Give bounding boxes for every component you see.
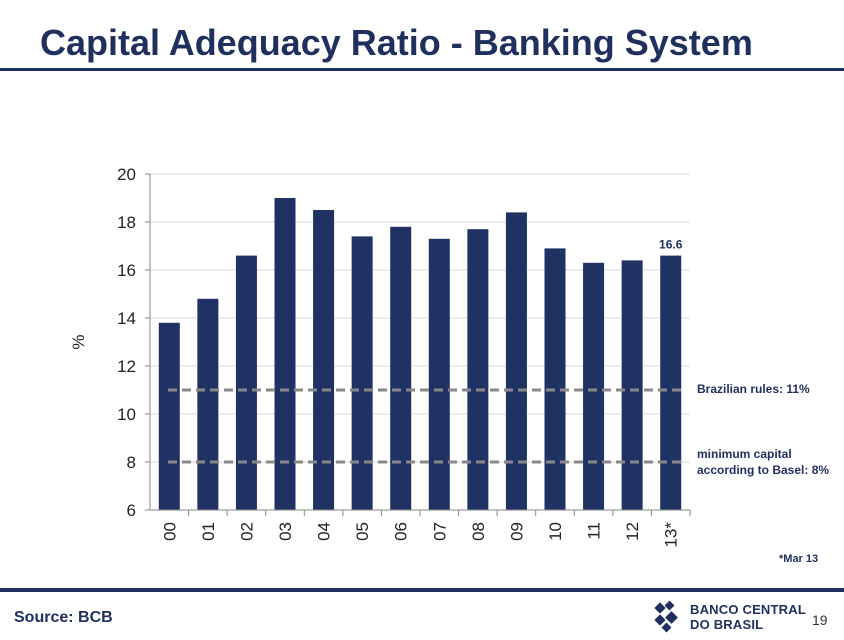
logo-line-2: DO BRASIL: [690, 617, 764, 632]
grid-lines: [150, 173, 690, 463]
x-tick-label-12: 12: [623, 522, 642, 541]
bar-10: [544, 248, 566, 510]
page-title: Capital Adequacy Ratio - Banking System: [40, 22, 753, 63]
y-tick-label-10: 10: [117, 405, 136, 424]
annotation-basel-minimum: minimum capital according to Basel: 8%: [697, 447, 830, 477]
data-label-13star: 16.6: [659, 238, 683, 252]
x-tick-label-03: 03: [276, 522, 295, 541]
bar-11: [583, 262, 605, 510]
y-tick-label-8: 8: [127, 453, 136, 472]
x-tick-label-07: 07: [430, 522, 449, 541]
logo-line-1: BANCO CENTRAL: [690, 602, 806, 617]
x-tick-label-09: 09: [507, 522, 526, 541]
x-tick-label-06: 06: [392, 522, 411, 541]
x-tick-label-00: 00: [160, 522, 179, 541]
bcb-logo: BANCO CENTRAL DO BRASIL: [652, 600, 806, 634]
y-tick-label-20: 20: [117, 165, 136, 184]
footer-divider: [0, 588, 844, 592]
footnote: *Mar 13: [779, 553, 819, 565]
y-tick-label-12: 12: [117, 357, 136, 376]
bars: [158, 198, 682, 511]
y-tick-label-14: 14: [117, 309, 136, 328]
x-tick-label-02: 02: [237, 522, 256, 541]
y-axis-label: %: [69, 334, 88, 349]
x-tick-label-04: 04: [315, 522, 334, 541]
x-tick-label-08: 08: [469, 522, 488, 541]
bar-02: [235, 255, 257, 510]
x-tick-label-01: 01: [199, 522, 218, 541]
bcb-logo-icon: [654, 600, 678, 633]
x-tick-label-13star: 13*: [662, 522, 681, 548]
page-number: 19: [812, 612, 828, 628]
reference-lines: [168, 388, 682, 464]
source-note: Source: BCB: [14, 609, 113, 626]
axes: [145, 173, 691, 516]
bar-12: [621, 260, 643, 510]
bar-05: [351, 236, 373, 510]
y-tick-label-16: 16: [117, 261, 136, 280]
bar-13star: [660, 255, 682, 510]
y-tick-label-18: 18: [117, 213, 136, 232]
y-tick-label-6: 6: [127, 501, 136, 520]
bar-09: [505, 212, 527, 510]
bar-01: [197, 298, 219, 510]
bar-04: [313, 210, 335, 510]
bar-chart: 6 8 10 12 14 16 18 20% 00 01 02 03 04 05 06 07 08 09 10 11 1…: [69, 165, 691, 548]
bar-08: [467, 229, 489, 510]
bar-07: [428, 238, 450, 511]
bar-06: [390, 226, 412, 511]
title-divider: [0, 68, 844, 71]
annotation-brazilian-rules: Brazilian rules: 11%: [697, 382, 810, 396]
x-tick-label-05: 05: [353, 522, 372, 541]
bar-00: [158, 322, 180, 510]
bar-03: [274, 198, 296, 510]
labels: 6 8 10 12 14 16 18 20% 00 01 02 03 04 05 06 07 08 09 10 11 1…: [69, 165, 683, 548]
x-tick-label-11: 11: [585, 522, 604, 540]
x-tick-label-10: 10: [546, 522, 565, 541]
